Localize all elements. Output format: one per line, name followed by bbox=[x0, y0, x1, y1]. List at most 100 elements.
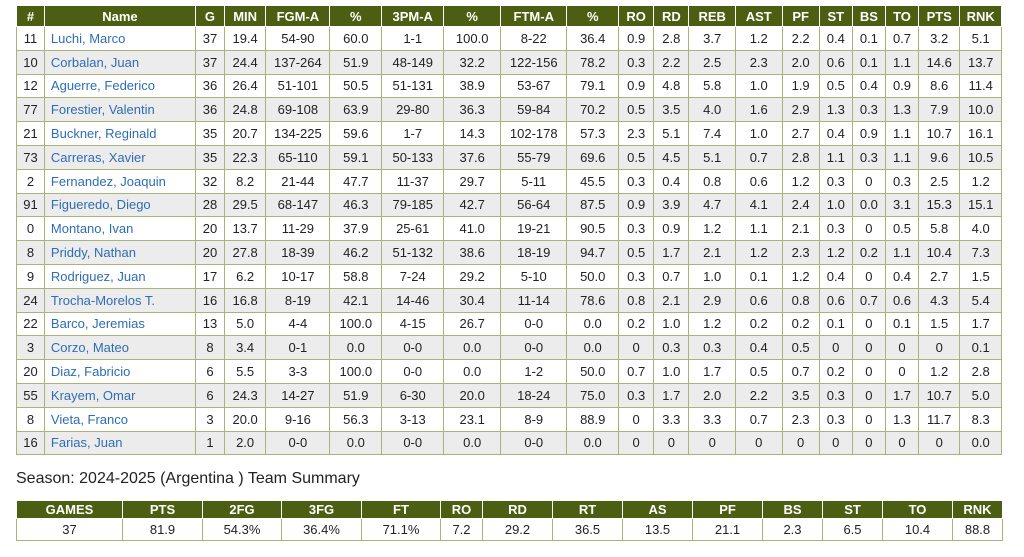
stat-cell-reb: 1.2 bbox=[688, 216, 736, 242]
stat-cell-3p-pct: 100.0 bbox=[443, 26, 502, 51]
player-name-link[interactable]: Trocha-Morelos T. bbox=[43, 287, 196, 313]
stat-cell-ro: 0.8 bbox=[618, 287, 655, 313]
stat-cell-bs: 0.9 bbox=[851, 121, 886, 146]
player-stats-table: # Name G MIN FGM-A% 3PM-A% FTM-A% RO RD REB AST PF S… bbox=[16, 5, 1002, 456]
player-row: 11 Luchi, Marco 37 19.4 54-90 60.0 1-1 100.0 8-2… bbox=[16, 26, 1002, 51]
column-header-rnk: RNK bbox=[959, 5, 1002, 27]
player-name-link[interactable]: Carreras, Xavier bbox=[43, 144, 196, 170]
stat-cell-minutes: 29.5 bbox=[223, 192, 267, 218]
stat-cell-ft-pct: 0.0 bbox=[566, 430, 620, 456]
stat-cell-rnk: 1.7 bbox=[959, 311, 1002, 337]
stat-cell-reb: 2.0 bbox=[688, 382, 736, 408]
stat-cell-3pm-a: 14-46 bbox=[381, 287, 445, 313]
player-name-link[interactable]: Corbalan, Juan bbox=[43, 49, 196, 75]
stat-cell-ast: 1.0 bbox=[734, 73, 783, 99]
player-row: 10 Corbalan, Juan 37 24.4 137-264 51.9 48-149 3… bbox=[16, 49, 1002, 75]
stat-cell-ftm-a: 18-24 bbox=[500, 382, 568, 408]
column-header-pf: PF bbox=[781, 5, 820, 27]
column-header-ft-pct: % bbox=[566, 5, 620, 27]
stat-cell-games: 20 bbox=[194, 216, 225, 242]
stat-cell-ft-pct: 36.4 bbox=[566, 26, 620, 51]
stat-cell-number: 12 bbox=[16, 73, 45, 99]
stat-cell-bs: 0 bbox=[851, 382, 886, 408]
stat-cell-reb: 2.9 bbox=[688, 287, 736, 313]
column-header-st: ST bbox=[818, 5, 853, 27]
stat-cell-3pm-a: 50-133 bbox=[381, 144, 445, 170]
player-name-link[interactable]: Barco, Jeremias bbox=[43, 311, 196, 337]
player-name-link[interactable]: Corzo, Mateo bbox=[43, 335, 196, 361]
player-name-link[interactable]: Fernandez, Joaquin bbox=[43, 168, 196, 194]
player-row: 21 Buckner, Reginald 35 20.7 134-225 59.6 1-7 1… bbox=[16, 121, 1002, 146]
stat-cell-st: 0.6 bbox=[818, 287, 853, 313]
stat-cell-fgm-a: 0-0 bbox=[265, 430, 331, 456]
stat-cell-3pm-a: 0-0 bbox=[381, 430, 445, 456]
stat-cell-ast: 0.2 bbox=[734, 311, 783, 337]
stat-cell-to: 1.1 bbox=[884, 144, 920, 170]
stat-cell-3pm-a: 3-13 bbox=[381, 406, 445, 432]
player-name-link[interactable]: Vieta, Franco bbox=[43, 406, 196, 432]
stat-cell-fg-pct: 59.6 bbox=[329, 121, 383, 146]
stat-cell-fg-pct: 60.0 bbox=[329, 26, 383, 51]
player-table-header-row: # Name G MIN FGM-A% 3PM-A% FTM-A% RO RD REB AST PF S… bbox=[16, 5, 1002, 27]
stat-cell-ro: 0.5 bbox=[618, 144, 655, 170]
stat-cell-fg-pct: 58.8 bbox=[329, 263, 383, 289]
stat-cell-bs: 0 bbox=[851, 263, 886, 289]
stat-cell-fg-pct: 56.3 bbox=[329, 406, 383, 432]
player-name-link[interactable]: Priddy, Nathan bbox=[43, 240, 196, 265]
stat-cell-ft-pct: 0.0 bbox=[566, 335, 620, 361]
column-header-fg-pct: % bbox=[329, 5, 383, 27]
stat-cell-ro: 0.3 bbox=[618, 49, 655, 75]
player-name-link[interactable]: Aguerre, Federico bbox=[43, 73, 196, 99]
stat-cell-ast: 0.6 bbox=[734, 168, 783, 194]
player-name-link[interactable]: Rodriguez, Juan bbox=[43, 263, 196, 289]
stat-cell-3p-pct: 29.7 bbox=[443, 168, 502, 194]
column-header-rd: RD bbox=[653, 5, 690, 27]
stat-cell-rnk: 10.0 bbox=[959, 97, 1002, 123]
stat-cell-number: 91 bbox=[16, 192, 45, 218]
player-name-link[interactable]: Forestier, Valentin bbox=[43, 97, 196, 123]
stat-cell-fgm-a: 10-17 bbox=[265, 263, 331, 289]
stat-cell-3p-pct: 30.4 bbox=[443, 287, 502, 313]
stat-cell-number: 11 bbox=[16, 26, 45, 51]
stat-cell-minutes: 24.4 bbox=[223, 49, 267, 75]
summary-value-ro: 7.2 bbox=[440, 518, 483, 541]
player-name-link[interactable]: Figueredo, Diego bbox=[43, 192, 196, 218]
summary-value-pf: 21.1 bbox=[692, 518, 763, 541]
player-name-link[interactable]: Diaz, Fabricio bbox=[43, 359, 196, 384]
stat-cell-number: 10 bbox=[16, 49, 45, 75]
stat-cell-ast: 2.2 bbox=[734, 382, 783, 408]
player-name-link[interactable]: Farias, Juan bbox=[43, 430, 196, 456]
stat-cell-ro: 0.9 bbox=[618, 192, 655, 218]
stat-cell-3pm-a: 11-37 bbox=[381, 168, 445, 194]
stat-cell-fg-pct: 59.1 bbox=[329, 144, 383, 170]
stat-cell-number: 77 bbox=[16, 97, 45, 123]
stat-cell-to: 3.1 bbox=[884, 192, 920, 218]
stat-cell-ast: 0.5 bbox=[734, 359, 783, 384]
team-summary-title: Season: 2024-2025 (Argentina ) Team Summ… bbox=[16, 470, 360, 487]
player-row: 9 Rodriguez, Juan 17 6.2 10-17 58.8 7-24 29.2 5-… bbox=[16, 263, 1002, 289]
stat-cell-ro: 0.7 bbox=[618, 359, 655, 384]
stat-cell-number: 20 bbox=[16, 359, 45, 384]
stat-cell-reb: 3.7 bbox=[688, 26, 736, 51]
player-name-link[interactable]: Luchi, Marco bbox=[43, 26, 196, 51]
player-name-link[interactable]: Krayem, Omar bbox=[43, 382, 196, 408]
player-name-link[interactable]: Buckner, Reginald bbox=[43, 121, 196, 146]
stat-cell-fgm-a: 51-101 bbox=[265, 73, 331, 99]
stat-cell-bs: 0.4 bbox=[851, 73, 886, 99]
stat-cell-rnk: 1.5 bbox=[959, 263, 1002, 289]
player-name-link[interactable]: Montano, Ivan bbox=[43, 216, 196, 242]
stat-cell-pf: 0.5 bbox=[781, 335, 820, 361]
stat-cell-ft-pct: 88.9 bbox=[566, 406, 620, 432]
summary-header-st: ST bbox=[822, 500, 883, 519]
stat-cell-bs: 0 bbox=[851, 335, 886, 361]
stat-cell-games: 37 bbox=[194, 49, 225, 75]
stat-cell-rd: 1.0 bbox=[653, 359, 690, 384]
stat-cell-pts: 2.5 bbox=[918, 168, 961, 194]
stat-cell-st: 0.3 bbox=[818, 406, 853, 432]
stat-cell-minutes: 20.7 bbox=[223, 121, 267, 146]
stat-cell-3pm-a: 0-0 bbox=[381, 335, 445, 361]
stat-cell-number: 21 bbox=[16, 121, 45, 146]
column-header-ast: AST bbox=[734, 5, 783, 27]
stat-cell-fg-pct: 100.0 bbox=[329, 311, 383, 337]
column-header-reb: REB bbox=[688, 5, 736, 27]
